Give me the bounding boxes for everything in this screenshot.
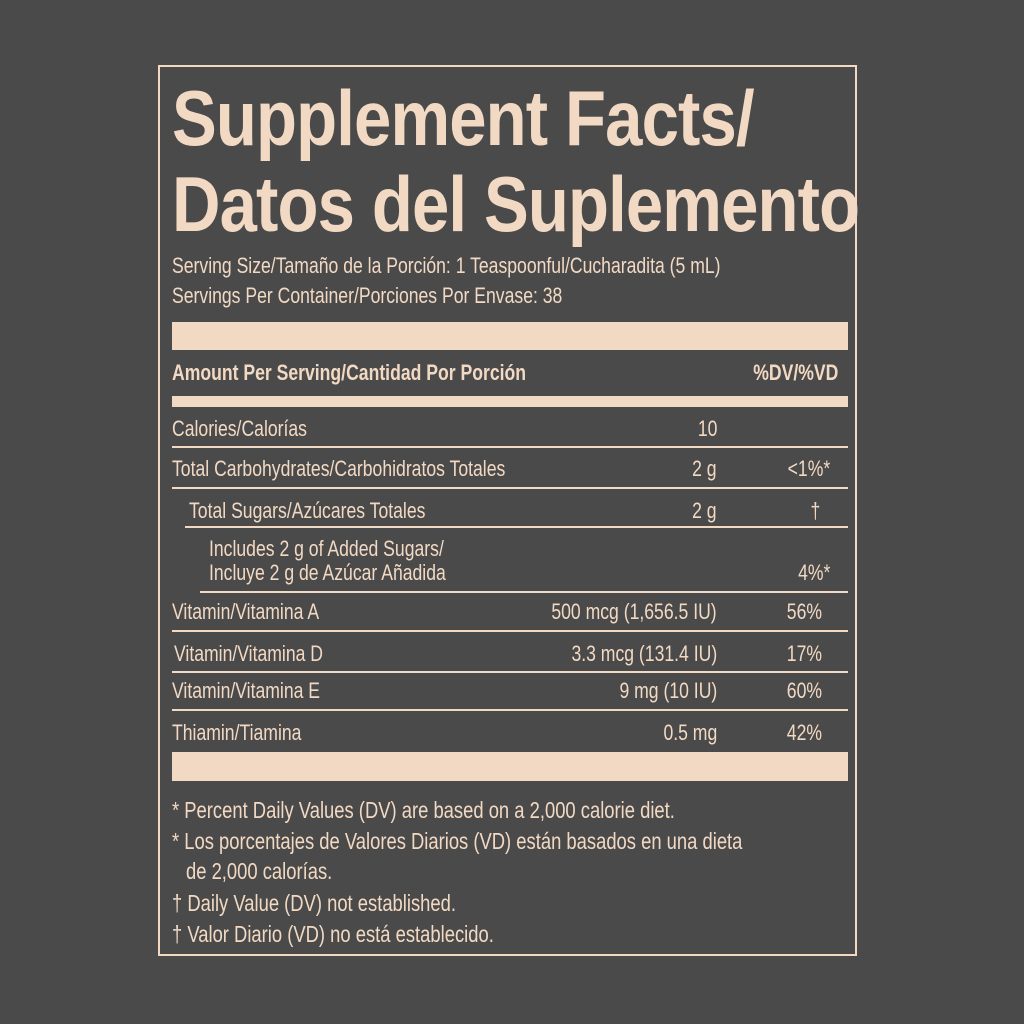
row-divider xyxy=(172,671,848,673)
row-amount: 9 mg (10 IU) xyxy=(619,678,717,703)
row-dv: <1%* xyxy=(787,456,830,481)
row-divider xyxy=(172,630,848,632)
row-divider xyxy=(185,526,848,528)
row-name: Calories/Calorías xyxy=(172,416,307,441)
row-amount: 2 g xyxy=(692,456,717,481)
footnote: † Daily Value (DV) not established. xyxy=(172,890,456,916)
row-amount: 0.5 mg xyxy=(663,720,717,745)
row-dv: 60% xyxy=(786,678,822,703)
row-divider xyxy=(172,487,848,489)
title-spanish: Datos del Suplemento xyxy=(172,160,860,248)
footnote: de 2,000 calorías. xyxy=(186,858,333,884)
footnote: * Los porcentajes de Valores Diarios (VD… xyxy=(172,828,743,854)
row-divider xyxy=(172,709,848,711)
row-amount: 3.3 mcg (131.4 IU) xyxy=(571,641,717,666)
row-dv: 56% xyxy=(786,599,822,624)
row-divider xyxy=(172,446,848,448)
row-amount: 10 xyxy=(697,416,717,441)
thick-divider xyxy=(172,322,848,350)
row-dv: 4%* xyxy=(797,560,830,585)
servings-per-container: Servings Per Container/Porciones Por Env… xyxy=(172,283,563,308)
serving-size: Serving Size/Tamaño de la Porción: 1 Tea… xyxy=(172,253,721,278)
footnote: * Percent Daily Values (DV) are based on… xyxy=(172,797,675,823)
dv-header: %DV/%VD xyxy=(752,360,838,385)
row-name: Thiamin/Tiamina xyxy=(172,720,302,745)
row-name-spanish: Incluye 2 g de Azúcar Añadida xyxy=(209,560,446,585)
row-dv: 17% xyxy=(786,641,822,666)
title-english: Supplement Facts/ xyxy=(172,74,755,162)
row-name: Vitamin/Vitamina E xyxy=(172,678,321,703)
row-amount: 2 g xyxy=(692,498,717,523)
supplement-facts-panel xyxy=(158,65,857,956)
thick-divider-bottom xyxy=(172,752,848,781)
row-name: Includes 2 g of Added Sugars/ xyxy=(209,536,444,561)
amount-per-serving-header: Amount Per Serving/Cantidad Por Porción xyxy=(172,360,527,385)
row-dv: † xyxy=(810,498,820,523)
row-amount: 500 mcg (1,656.5 IU) xyxy=(551,599,717,624)
row-dv: 42% xyxy=(786,720,822,745)
medium-divider xyxy=(172,396,848,407)
row-name: Total Sugars/Azúcares Totales xyxy=(189,498,426,523)
row-name: Total Carbohydrates/Carbohidratos Totale… xyxy=(172,456,506,481)
row-name: Vitamin/Vitamina D xyxy=(174,641,324,666)
footnote: † Valor Diario (VD) no está establecido. xyxy=(172,921,494,947)
row-divider xyxy=(200,591,848,593)
row-name: Vitamin/Vitamina A xyxy=(172,599,320,624)
